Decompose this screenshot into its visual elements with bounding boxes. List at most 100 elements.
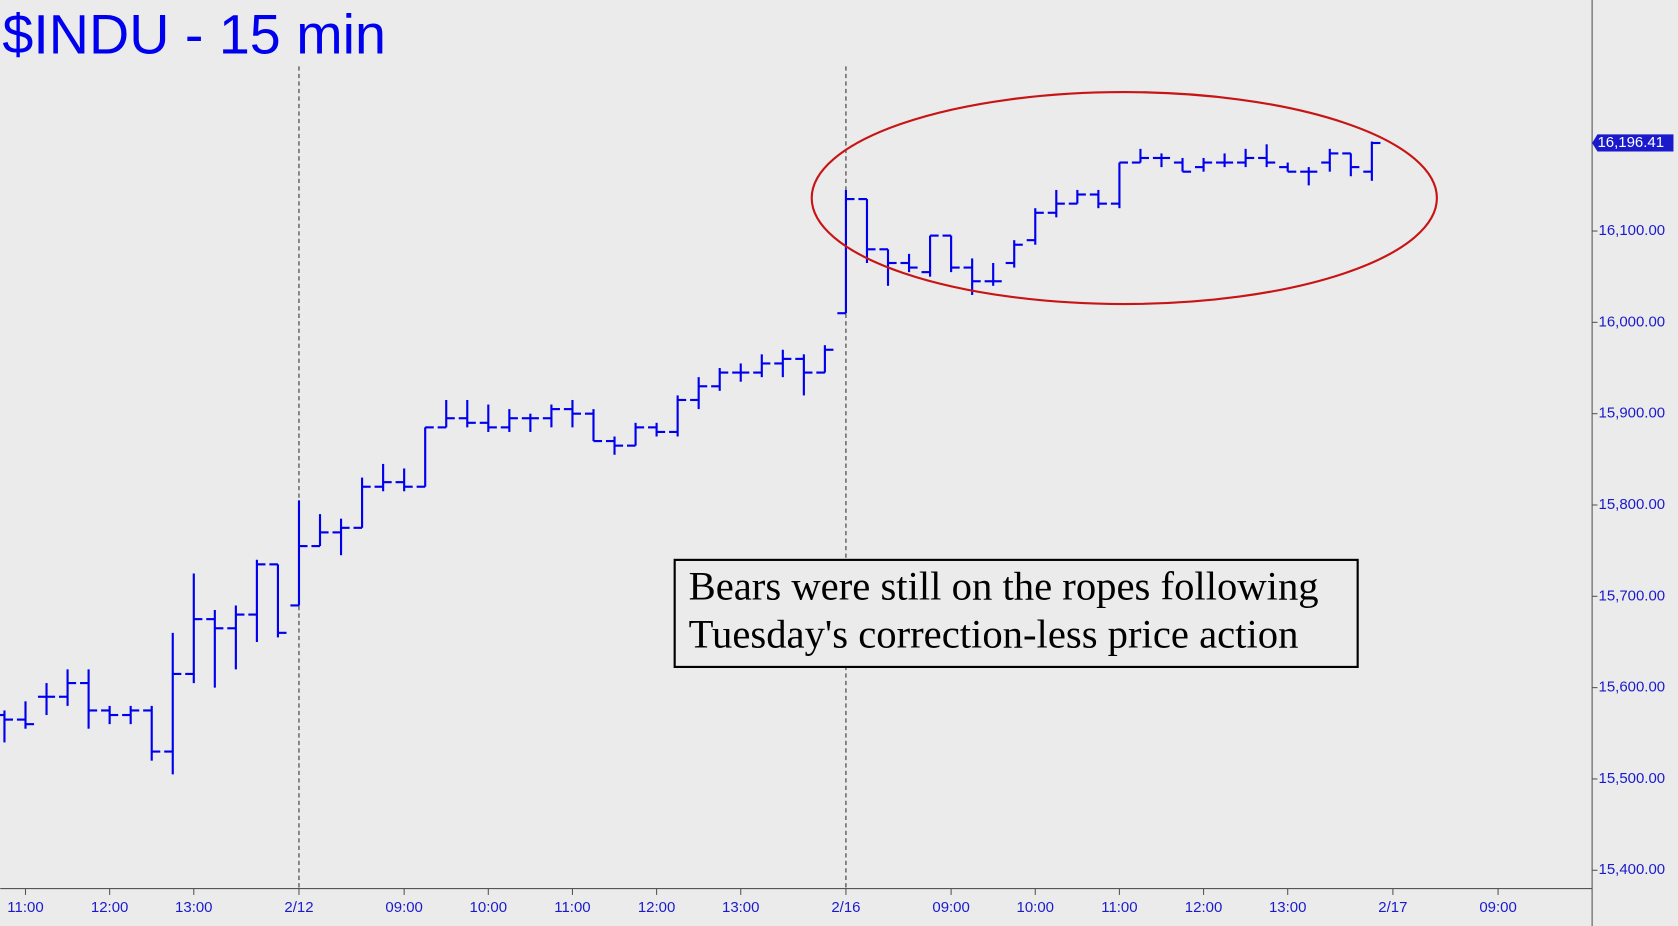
ohlc-bar bbox=[921, 234, 939, 277]
ohlc-bar bbox=[669, 395, 687, 437]
x-tick-label: 13:00 bbox=[722, 899, 759, 916]
ohlc-bar bbox=[80, 669, 98, 729]
ohlc-bar bbox=[1068, 189, 1086, 205]
ohlc-bar bbox=[1300, 167, 1318, 186]
y-tick-label: 16,100.00 bbox=[1599, 222, 1666, 239]
x-tick-label: 12:00 bbox=[1185, 899, 1222, 916]
ohlc-bar bbox=[0, 710, 14, 743]
x-tick-label: 12:00 bbox=[91, 899, 128, 916]
ohlc-bar bbox=[290, 500, 308, 607]
ohlc-bar bbox=[563, 399, 582, 428]
x-tick-label: 09:00 bbox=[932, 899, 969, 916]
annotation-line: Tuesday's correction-less price action bbox=[689, 612, 1299, 657]
ohlc-bar bbox=[963, 258, 981, 295]
y-tick-label: 15,400.00 bbox=[1599, 861, 1666, 878]
x-tick-label: 11:00 bbox=[1101, 899, 1137, 916]
ohlc-bar bbox=[711, 368, 729, 391]
annotation-box bbox=[673, 558, 1359, 669]
ohlc-bar bbox=[1047, 189, 1065, 218]
x-tick-label: 09:00 bbox=[385, 899, 422, 916]
ohlc-bar bbox=[1089, 189, 1107, 209]
y-tick-label: 15,600.00 bbox=[1599, 679, 1666, 696]
x-tick-label: 13:00 bbox=[175, 899, 212, 916]
ohlc-bar bbox=[816, 345, 834, 374]
ohlc-bar bbox=[122, 705, 140, 725]
x-tick-label: 2/17 bbox=[1378, 899, 1407, 916]
ohlc-bar bbox=[269, 563, 287, 638]
ohlc-bar bbox=[795, 354, 813, 396]
x-tick-label: 13:00 bbox=[1269, 899, 1306, 916]
ohlc-bar bbox=[416, 426, 434, 488]
ohlc-bar bbox=[1321, 148, 1339, 172]
plot: 15,400.00 15,500.00 15,600.00 15,700.00 15,8… bbox=[0, 66, 1674, 916]
last-price-marker bbox=[1592, 134, 1674, 152]
ohlc-bar bbox=[753, 354, 771, 378]
ohlc-bar bbox=[437, 399, 455, 429]
ohlc-bar bbox=[16, 701, 35, 729]
ohlc-bar bbox=[626, 422, 645, 447]
ohlc-bar bbox=[101, 705, 119, 725]
chart-title: $INDU - 15 min bbox=[2, 4, 386, 66]
last-price-label: 16,196.41 bbox=[1597, 134, 1664, 151]
ohlc-bar bbox=[984, 262, 1002, 286]
ohlc-bar bbox=[227, 605, 245, 670]
highlight-ellipse bbox=[810, 90, 1438, 306]
ohlc-bar bbox=[37, 683, 56, 716]
ohlc-bar bbox=[900, 253, 918, 273]
y-tick-label: 15,700.00 bbox=[1599, 587, 1666, 604]
ohlc-bar bbox=[185, 573, 203, 684]
ohlc-bar bbox=[605, 436, 624, 455]
x-tick-label: 10:00 bbox=[470, 899, 507, 916]
x-tick-label: 12:00 bbox=[638, 899, 675, 916]
ohlc-bar bbox=[1216, 153, 1234, 168]
ohlc-bar bbox=[164, 632, 182, 775]
y-tick-label: 15,900.00 bbox=[1599, 405, 1666, 422]
ohlc-bar bbox=[374, 463, 392, 492]
ohlc-bar bbox=[143, 705, 161, 761]
x-tick-label: 11:00 bbox=[554, 899, 590, 916]
ohlc-bar bbox=[458, 399, 476, 428]
ohlc-bar bbox=[837, 189, 855, 315]
ohlc-bar bbox=[332, 518, 350, 556]
y-tick-label: 16,000.00 bbox=[1599, 313, 1666, 330]
ohlc-bar bbox=[732, 363, 750, 382]
ohlc-bar bbox=[206, 610, 224, 688]
ohlc-bar bbox=[59, 669, 77, 706]
ohlc-bar bbox=[479, 404, 497, 432]
ohlc-bar bbox=[395, 468, 413, 492]
ohlc-bar bbox=[774, 349, 792, 378]
x-tick-label: 2/16 bbox=[831, 899, 860, 916]
ohlc-bar bbox=[942, 234, 960, 273]
ohlc-bar bbox=[1131, 148, 1150, 164]
ohlc-bar bbox=[584, 409, 603, 443]
ohlc-bar bbox=[500, 409, 518, 432]
ohlc-bar bbox=[858, 198, 876, 263]
ohlc-bar bbox=[1363, 141, 1381, 181]
ohlc-bar bbox=[648, 422, 666, 437]
ohlc-bar bbox=[1279, 162, 1297, 173]
x-tick-label: 10:00 bbox=[1017, 899, 1054, 916]
ohlc-bar bbox=[311, 514, 329, 548]
ohlc-bar bbox=[1173, 157, 1192, 173]
x-tick-label: 09:00 bbox=[1479, 899, 1516, 916]
y-tick-label: 15,800.00 bbox=[1599, 496, 1666, 513]
ohlc-bar bbox=[521, 413, 539, 432]
ohlc-bar bbox=[353, 477, 371, 529]
ohlc-bar bbox=[1194, 157, 1213, 172]
ohlc-bar bbox=[1237, 148, 1255, 168]
ohlc-bar bbox=[248, 559, 266, 642]
ohlc-bar bbox=[1152, 153, 1171, 168]
ohlc-bar bbox=[1005, 240, 1023, 268]
x-tick-label: 2/12 bbox=[284, 899, 313, 916]
ohlc-bar bbox=[690, 377, 708, 410]
ohlc-bar bbox=[1110, 161, 1128, 209]
ohlc-bar bbox=[1026, 208, 1044, 245]
y-tick-label: 15,500.00 bbox=[1599, 770, 1666, 787]
annotation-line: Bears were still on the ropes following bbox=[689, 563, 1319, 608]
x-tick-label: 11:00 bbox=[7, 899, 43, 916]
ohlc-bar bbox=[1342, 152, 1360, 177]
ohlc-bar bbox=[542, 404, 560, 428]
